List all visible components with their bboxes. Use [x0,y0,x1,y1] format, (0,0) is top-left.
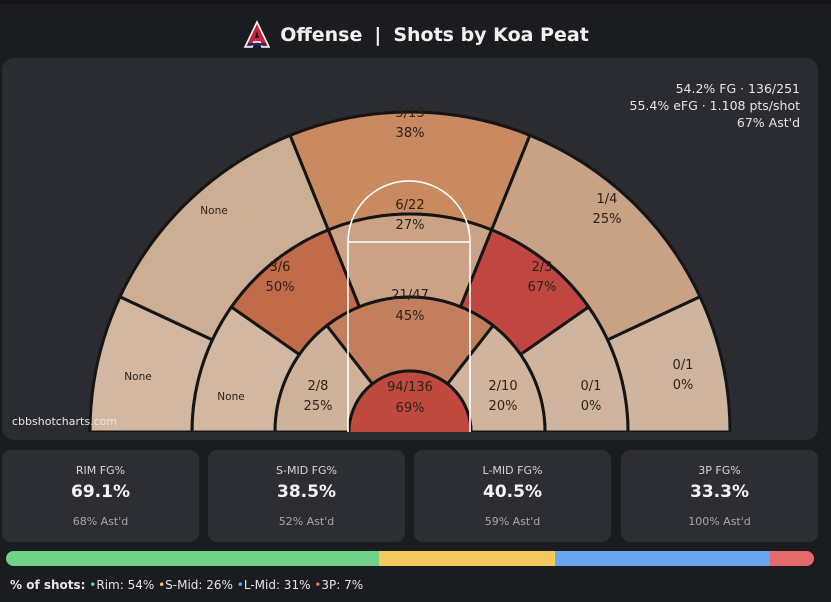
legend-label: S-Mid: 26% [165,578,233,592]
title-separator: | [374,24,382,46]
label-right-corner-3-made: 0/1 [673,358,694,373]
label-smid-right-made: 2/10 [488,379,517,394]
card-lmid: L-MID FG% 40.5% 59% Ast'd [414,450,611,542]
legend-item: •L-Mid: 31% [233,578,311,592]
card-value: 40.5% [483,482,542,502]
zone-cards: RIM FG% 69.1% 68% Ast'd S-MID FG% 38.5% … [2,450,818,542]
card-assisted: 68% Ast'd [72,515,129,528]
legend-dot-icon: • [232,578,244,592]
card-label: 3P FG% [698,464,741,477]
label-smid-left-made: 2/8 [308,379,329,394]
label-smid-top-made: 21/47 [391,288,428,303]
label-smid-right-pct: 20% [489,399,518,414]
label-smid-left-pct: 25% [304,399,333,414]
shot-chart-panel: 5/13 38% None 1/4 25% None 0/1 0% 3/6 50… [2,58,818,440]
shooting-summary: 54.2% FG · 136/251 55.4% eFG · 1.108 pts… [630,80,800,131]
distribution-segment-l-mid [555,551,770,566]
watermark: cbbshotcharts.com [12,415,118,428]
card-assisted: 52% Ast'd [278,515,335,528]
distribution-segment-rim [6,551,380,566]
card-smid: S-MID FG% 38.5% 52% Ast'd [208,450,405,542]
label-left-lmid-wing-made: 3/6 [270,260,291,275]
distribution-segment-3p [769,551,814,566]
label-rim-made: 94/136 [387,380,433,395]
label-top-3-pct: 38% [396,126,425,141]
summary-fg: 54.2% FG · 136/251 [675,81,800,96]
shot-chart-court: 5/13 38% None 1/4 25% None 0/1 0% 3/6 50… [88,106,732,432]
label-top-3-made: 5/13 [395,106,424,121]
card-rim: RIM FG% 69.1% 68% Ast'd [2,450,199,542]
card-label: L-MID FG% [482,464,543,477]
legend-dot-icon: • [310,578,322,592]
legend-label: Rim: 54% [96,578,155,592]
label-top-lmid-made: 6/22 [395,198,424,213]
card-assisted: 100% Ast'd [688,515,751,528]
label-right-lmid-wing-made: 2/3 [532,260,553,275]
label-left-lmid-wing-pct: 50% [266,280,295,295]
label-right-lmid-wing-pct: 67% [528,280,557,295]
legend-dot-icon: • [154,578,166,592]
title-player: Shots by Koa Peat [393,24,589,46]
card-assisted: 59% Ast'd [484,515,541,528]
legend-label: 3P: 7% [321,578,364,592]
label-right-wing-3-pct: 25% [593,212,622,227]
zone-rim [347,369,473,432]
shot-distribution-legend: % of shots: •Rim: 54% •S-Mid: 26% •L-Mid… [10,578,363,592]
label-top-lmid-pct: 27% [396,218,425,233]
label-smid-top-pct: 45% [396,309,425,324]
legend-item: •Rim: 54% [89,578,154,592]
card-value: 33.3% [690,482,749,502]
top-divider [0,0,831,4]
label-right-corner-3-pct: 0% [673,378,694,393]
label-left-wing-3: None [200,205,227,217]
legend-label: L-Mid: 31% [243,578,311,592]
label-left-lmid-base: None [217,391,244,403]
card-3p: 3P FG% 33.3% 100% Ast'd [621,450,818,542]
label-right-lmid-base-made: 0/1 [581,379,602,394]
free-throw-circle [347,180,471,243]
card-label: S-MID FG% [276,464,337,477]
title-team-section: Offense [280,24,363,46]
label-right-lmid-base-pct: 0% [581,399,602,414]
card-value: 38.5% [277,482,336,502]
label-right-wing-3-made: 1/4 [597,192,618,207]
card-label: RIM FG% [75,464,126,477]
legend-item: •S-Mid: 26% [154,578,233,592]
label-rim-pct: 69% [396,401,425,416]
arizona-logo-icon [242,20,273,50]
legend-title: % of shots: [10,578,86,592]
summary-efg: 55.4% eFG · 1.108 pts/shot [629,98,800,113]
label-left-corner-3: None [124,371,151,383]
shot-distribution-bar [6,551,814,566]
distribution-segment-s-mid [379,551,556,566]
summary-assisted: 67% Ast'd [736,115,800,130]
card-value: 69.1% [71,482,130,502]
legend-item: •3P: 7% [310,578,363,592]
page-title: Offense | Shots by Koa Peat [0,20,831,50]
legend-dot-icon: • [89,578,97,592]
